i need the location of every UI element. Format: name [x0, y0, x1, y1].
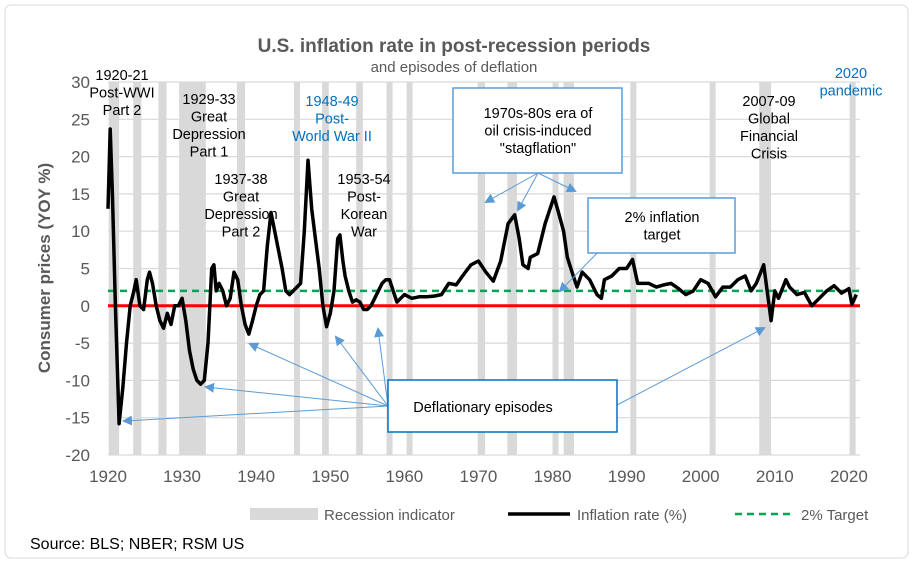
y-tick-label: 15 — [71, 185, 90, 204]
inflation-line — [106, 127, 858, 426]
annotation-arrows — [122, 172, 766, 426]
annotation-stagflation: 1970s-80s era of — [484, 106, 594, 122]
legend-label-recession: Recession indicator — [324, 507, 455, 524]
legend-label-target: 2% Target — [801, 507, 869, 524]
y-axis-label: Consumer prices (YOY %) — [35, 163, 54, 373]
y-axis-ticks: -20 -15 -10 -5 0 5 10 15 20 25 30 — [65, 73, 90, 465]
annotation-a1929: Great — [191, 110, 227, 126]
deflation-box — [387, 379, 618, 433]
annotation-a1948: Post- — [315, 112, 349, 128]
x-tick-label: 1930 — [163, 467, 201, 486]
chart-subtitle: and episodes of deflation — [371, 59, 538, 76]
annotation-a1929: Depression — [172, 127, 245, 143]
y-tick-label: -10 — [65, 371, 90, 390]
x-tick-label: 1920 — [89, 467, 127, 486]
annotation-a2007: Financial — [740, 129, 798, 145]
annotation-a1953: Korean — [341, 207, 388, 223]
annotation-a1948: World War II — [292, 129, 372, 145]
annotation-a1937: Depression — [204, 207, 277, 223]
annotation-a1953: 1953-54 — [337, 172, 390, 188]
annotation-a1953: War — [351, 225, 377, 241]
y-tick-label: -20 — [65, 446, 90, 465]
annotation-a1953: Post- — [347, 190, 381, 206]
target-box — [587, 197, 736, 254]
annotation-a2007: Crisis — [751, 147, 787, 163]
annotation-a2020: pandemic — [820, 84, 883, 100]
annotation-a1920: Part 2 — [103, 103, 142, 119]
y-tick-label: 10 — [71, 222, 90, 241]
y-tick-label: 30 — [71, 73, 90, 92]
y-tick-label: -5 — [75, 334, 90, 353]
annotation-a1937: 1937-38 — [214, 172, 267, 188]
annotation-a1929: Part 1 — [190, 145, 229, 161]
y-tick-label: 5 — [81, 260, 90, 279]
annotation-stagflation: "stagflation" — [500, 141, 576, 157]
annotation-target: target — [643, 228, 680, 244]
annotation-deflation: Deflationary episodes — [413, 400, 552, 416]
x-tick-label: 2010 — [756, 467, 794, 486]
x-tick-label: 2020 — [830, 467, 868, 486]
annotation-a1937: Part 2 — [222, 225, 261, 241]
annotation-a2020: 2020 — [835, 66, 867, 82]
annotation-a1937: Great — [223, 190, 259, 206]
y-tick-label: -15 — [65, 409, 90, 428]
x-tick-label: 1940 — [237, 467, 275, 486]
source-note: Source: BLS; NBER; RSM US — [30, 536, 244, 553]
annotation-a2007: Global — [748, 112, 790, 128]
x-tick-label: 1960 — [385, 467, 423, 486]
legend-swatch-recession — [250, 508, 318, 520]
legend: Recession indicator Inflation rate (%) 2… — [250, 507, 869, 524]
x-axis-ticks: 1920 1930 1940 1950 1960 1970 1980 1990 2000 2010… — [89, 467, 868, 486]
stagflation-box — [452, 87, 623, 174]
x-tick-label: 1990 — [608, 467, 646, 486]
legend-label-inflation: Inflation rate (%) — [577, 507, 687, 524]
y-tick-label: 0 — [81, 297, 90, 316]
annotation-a1920: 1920-21 — [95, 68, 148, 84]
annotation-a1920: Post-WWI — [89, 86, 154, 102]
annotation-a1948: 1948-49 — [305, 94, 358, 110]
annotation-stagflation: oil crisis-induced — [484, 124, 591, 140]
y-tick-label: 20 — [71, 148, 90, 167]
annotation-target: 2% inflation — [625, 210, 700, 226]
annotation-a2007: 2007-09 — [742, 94, 795, 110]
annotation-a1929: 1929-33 — [182, 92, 235, 108]
x-tick-label: 1950 — [311, 467, 349, 486]
x-tick-label: 2000 — [682, 467, 720, 486]
y-tick-label: 25 — [71, 110, 90, 129]
chart-title: U.S. inflation rate in post-recession pe… — [258, 36, 651, 57]
x-tick-label: 1980 — [534, 467, 572, 486]
x-tick-label: 1970 — [460, 467, 498, 486]
